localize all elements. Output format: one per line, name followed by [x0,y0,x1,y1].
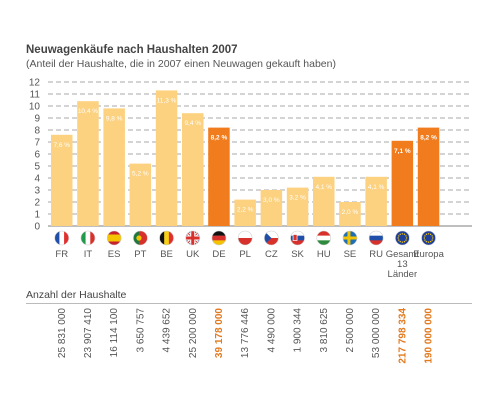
flag-ru-icon [368,230,384,246]
y-tick-label: 11 [30,90,41,101]
y-tick-label: 8 [34,126,40,137]
bar [365,176,387,226]
flag-cz-icon [264,230,279,246]
category-label: BE [160,249,173,260]
category-label: Gesamt [386,249,420,260]
bar-value-label: 7,1 % [394,148,411,155]
bar-value-label: 9,4 % [184,120,201,127]
y-tick-label: 12 [29,78,41,89]
category-label: SK [291,249,304,260]
flag-fr-icon [54,230,70,246]
household-count: 4 490 000 [266,308,277,353]
y-tick-label: 1 [34,210,40,221]
bar-value-label: 4,1 % [368,184,385,191]
bar [51,134,73,226]
category-label: RU [369,249,383,260]
category-label: PT [134,249,146,260]
category-label: Länder [388,269,418,280]
bar-value-label: 8,2 % [420,135,437,142]
bar [313,176,335,226]
category-label: Europa [413,249,444,260]
category-label: HU [317,249,331,260]
bar [391,140,414,226]
category-label: FR [55,249,68,260]
household-count: 1 900 344 [293,308,304,353]
flag-hu-icon [316,230,332,246]
chart-subtitle: (Anteil der Haushalte, die in 2007 einen… [26,58,336,70]
household-count: 217 798 334 [397,308,408,364]
households-label: Anzahl der Haushalte [26,289,127,301]
y-tick-label: 5 [34,162,40,173]
bar-value-label: 4,1 % [315,184,332,191]
bar-value-label: 5,2 % [132,171,149,178]
bar [103,108,125,226]
y-tick-label: 0 [34,222,40,233]
household-count: 16 114 100 [109,308,120,358]
category-label: DE [212,249,225,260]
y-tick-label: 3 [34,186,40,197]
flag-uk-icon [185,230,201,246]
bar [234,199,256,226]
household-count: 13 776 446 [240,308,251,358]
household-count: 25 831 000 [57,308,68,358]
household-count: 23 907 410 [83,308,94,358]
households-divider [26,303,472,304]
flag-pt-icon [133,230,148,246]
bar-value-label: 2,2 % [237,207,254,214]
category-label: SE [344,249,357,260]
bar-value-label: 8,2 % [211,135,228,142]
bar-value-label: 11,3 % [157,97,177,104]
chart-title: Neuwagenkäufe nach Haushalten 2007 [26,44,238,56]
y-tick-label: 9 [34,114,40,125]
y-tick-label: 6 [34,150,40,161]
bar-value-label: 2,0 % [342,209,359,216]
household-count: 2 500 000 [345,308,356,353]
y-tick-label: 2 [34,198,40,209]
household-count: 39 178 000 [214,308,225,358]
household-count: 3 650 757 [135,308,146,353]
bar-value-label: 3,0 % [263,197,280,204]
bar [129,163,152,226]
household-count: 190 000 000 [424,308,435,364]
bar [208,127,230,226]
household-count: 3 810 625 [319,308,330,353]
bar [417,127,440,226]
bar-value-label: 10,4 % [78,108,98,115]
y-tick-label: 7 [34,138,40,149]
bar-value-label: 7,6 % [53,142,70,149]
flag-de-icon [211,230,227,246]
flag-eu-icon [421,230,436,246]
category-label: PL [239,249,251,260]
bar [155,90,178,227]
bar [286,187,309,226]
category-label: UK [186,249,200,260]
flag-pl-icon [237,230,253,246]
category-label: 13 [397,259,408,270]
flag-eu-icon [395,230,410,246]
y-tick-label: 10 [29,102,41,113]
bar-value-label: 3,2 % [289,195,306,202]
category-label: ES [108,249,121,260]
flag-be-icon [159,230,174,246]
flag-se-icon [342,230,358,246]
bar-value-label: 9,8 % [106,115,123,122]
category-label: CZ [265,249,278,260]
y-tick-label: 4 [34,174,40,185]
bar [260,190,283,226]
bar [339,202,361,226]
category-label: IT [84,249,93,260]
household-count: 25 200 000 [188,308,199,358]
flag-sk-icon [290,230,305,246]
bar [182,113,204,226]
household-count: 4 439 652 [162,308,173,353]
household-count: 53 000 000 [371,308,382,358]
bar [77,101,99,226]
flag-es-icon [106,230,122,246]
flag-it-icon [80,230,96,246]
